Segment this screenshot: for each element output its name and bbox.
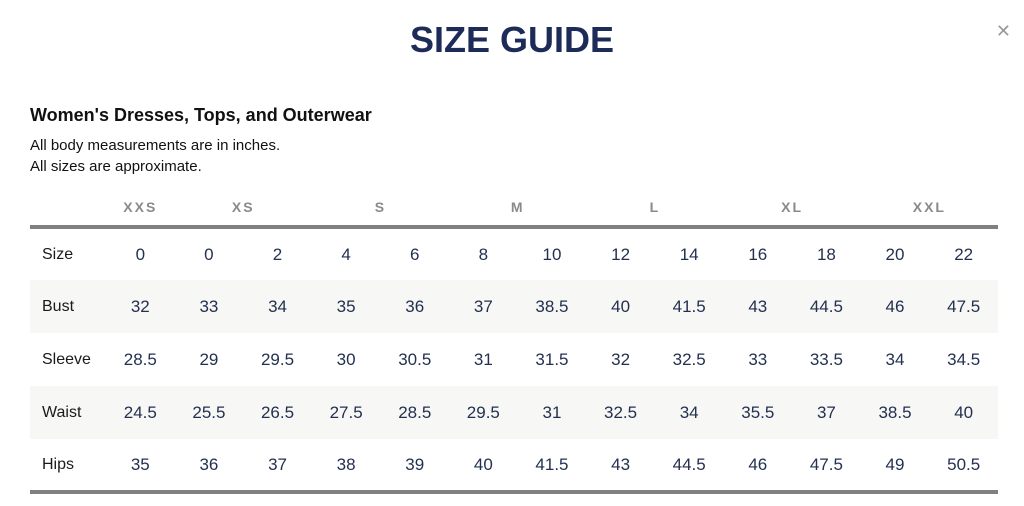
size-group-xl: XL [723,194,861,229]
measurement-cell: 41.5 [517,439,587,494]
measurement-cell: 46 [885,296,905,316]
row-label: Hips [30,439,106,494]
measurement-cell: 36 [405,296,425,316]
measurement-cell: 2 [272,244,283,264]
measurement-cell: 49 [860,439,930,494]
measurement-cell: 33 [199,296,219,316]
measurement-cell: 20 [885,244,905,264]
measurement-cell: 28.5 [123,349,157,369]
close-icon[interactable]: ✕ [995,21,1011,41]
measurement-cell: 47.5 [792,439,861,494]
size-group-row: XXS XS S M L XL XXL [30,194,998,229]
measurement-cell: 24.5 [123,402,157,422]
measurement-cell: 30.5 [398,349,432,369]
measurement-cell: 32 [611,349,631,369]
measurement-cell: 16 [748,244,768,264]
table-row-hips: Hips 35 36 37 38 39 40 41.5 43 44.5 46 47.5 49 50.5 [30,439,998,494]
measurement-cell: 39 [380,439,450,494]
measurement-cell: 27.5 [329,402,363,422]
measurement-cell: 0 [204,244,214,264]
measurement-cell: 35.5 [741,402,775,422]
measurement-cell: 34 [885,349,905,369]
measurement-cell: 32 [130,296,150,316]
note-approximate: All sizes are approximate. [30,158,202,175]
measurement-cell: 22 [954,244,974,264]
measurement-cell: 10 [542,244,562,264]
page-title: SIZE GUIDE [409,19,615,60]
measurement-cell: 31 [473,349,493,369]
size-group-xxs: XXS [106,194,175,229]
measurement-cell: 35 [106,439,175,494]
measurement-cell: 37 [816,402,836,422]
measurement-cell: 33 [748,349,768,369]
measurement-cell: 32.5 [672,349,706,369]
measurement-cell: 14 [679,244,699,264]
measurement-cell: 37 [473,296,493,316]
measurement-cell: 38.5 [535,296,569,316]
table-row-sleeve: Sleeve 28.5 29 29.5 30 30.5 31 31.5 32 32.5 33 33.5… [30,333,998,386]
measurement-cell: 30 [336,349,356,369]
size-group-l: L [586,194,724,229]
measurement-cell: 46 [723,439,793,494]
notes: All body measurements are in inches. All… [30,135,1024,177]
measurement-cell: 35 [336,296,356,316]
measurement-cell: 4 [341,244,351,264]
row-label: Bust [42,297,75,315]
measurement-cell: 29 [199,349,219,369]
note-measurements: All body measurements are in inches. [30,137,281,154]
section-heading: Women's Dresses, Tops, and Outerwear [30,105,372,125]
measurement-cell: 50.5 [929,439,998,494]
table-row-waist: Waist 24.5 25.5 26.5 27.5 28.5 29.5 31 32.5 34 35.… [30,386,998,439]
corner-cell [30,194,106,229]
measurement-cell: 40 [449,439,518,494]
measurement-cell: 18 [816,244,836,264]
measurement-cell: 38 [311,439,381,494]
measurement-cell: 36 [174,439,244,494]
measurement-cell: 44.5 [654,439,724,494]
measurement-cell: 43 [748,296,768,316]
row-label: Waist [42,403,82,421]
measurement-cell: 0 [135,244,146,264]
table-row-bust: Bust 32 33 34 35 36 37 38.5 40 41.5 43 44.5 46 47.5 [30,280,998,333]
measurement-cell: 31 [542,402,562,422]
size-group-xs: XS [174,194,312,229]
measurement-cell: 33.5 [809,349,843,369]
measurement-cell: 47.5 [947,296,981,316]
row-label: Size [42,245,74,263]
measurement-cell: 44.5 [809,296,843,316]
measurement-cell: 8 [478,244,489,264]
measurement-cell: 40 [611,296,631,316]
measurement-cell: 34 [268,296,287,316]
size-group-xxl: XXL [860,194,998,229]
measurement-cell: 31.5 [535,349,569,369]
measurement-cell: 43 [586,439,655,494]
measurement-cell: 29.5 [466,402,500,422]
measurement-cell: 41.5 [672,296,706,316]
measurement-cell: 34 [679,402,699,422]
measurement-cell: 12 [611,244,631,264]
measurement-cell: 25.5 [192,402,226,422]
measurement-cell: 40 [954,402,974,422]
size-group-s: S [311,194,450,229]
measurement-cell: 28.5 [398,402,432,422]
measurement-cell: 32.5 [604,402,638,422]
measurements-body: Size 0 0 2 4 6 8 10 12 14 16 18 20 22 Bust 32 33 34 35 36 37… [30,227,998,494]
row-label: Sleeve [42,350,91,368]
table-row-size: Size 0 0 2 4 6 8 10 12 14 16 18 20 22 [30,227,998,280]
measurement-cell: 34.5 [947,349,981,369]
measurement-cell: 37 [243,439,312,494]
measurement-cell: 29.5 [260,349,295,369]
measurement-cell: 6 [410,244,420,264]
measurement-cell: 38.5 [878,402,912,422]
size-guide-table: XXS XS S M L XL XXL Size 0 0 2 4 6 8 10 12 14 16 18 20 22 Bu… [30,194,998,494]
size-group-m: M [449,194,587,229]
measurement-cell: 26.5 [260,402,295,422]
